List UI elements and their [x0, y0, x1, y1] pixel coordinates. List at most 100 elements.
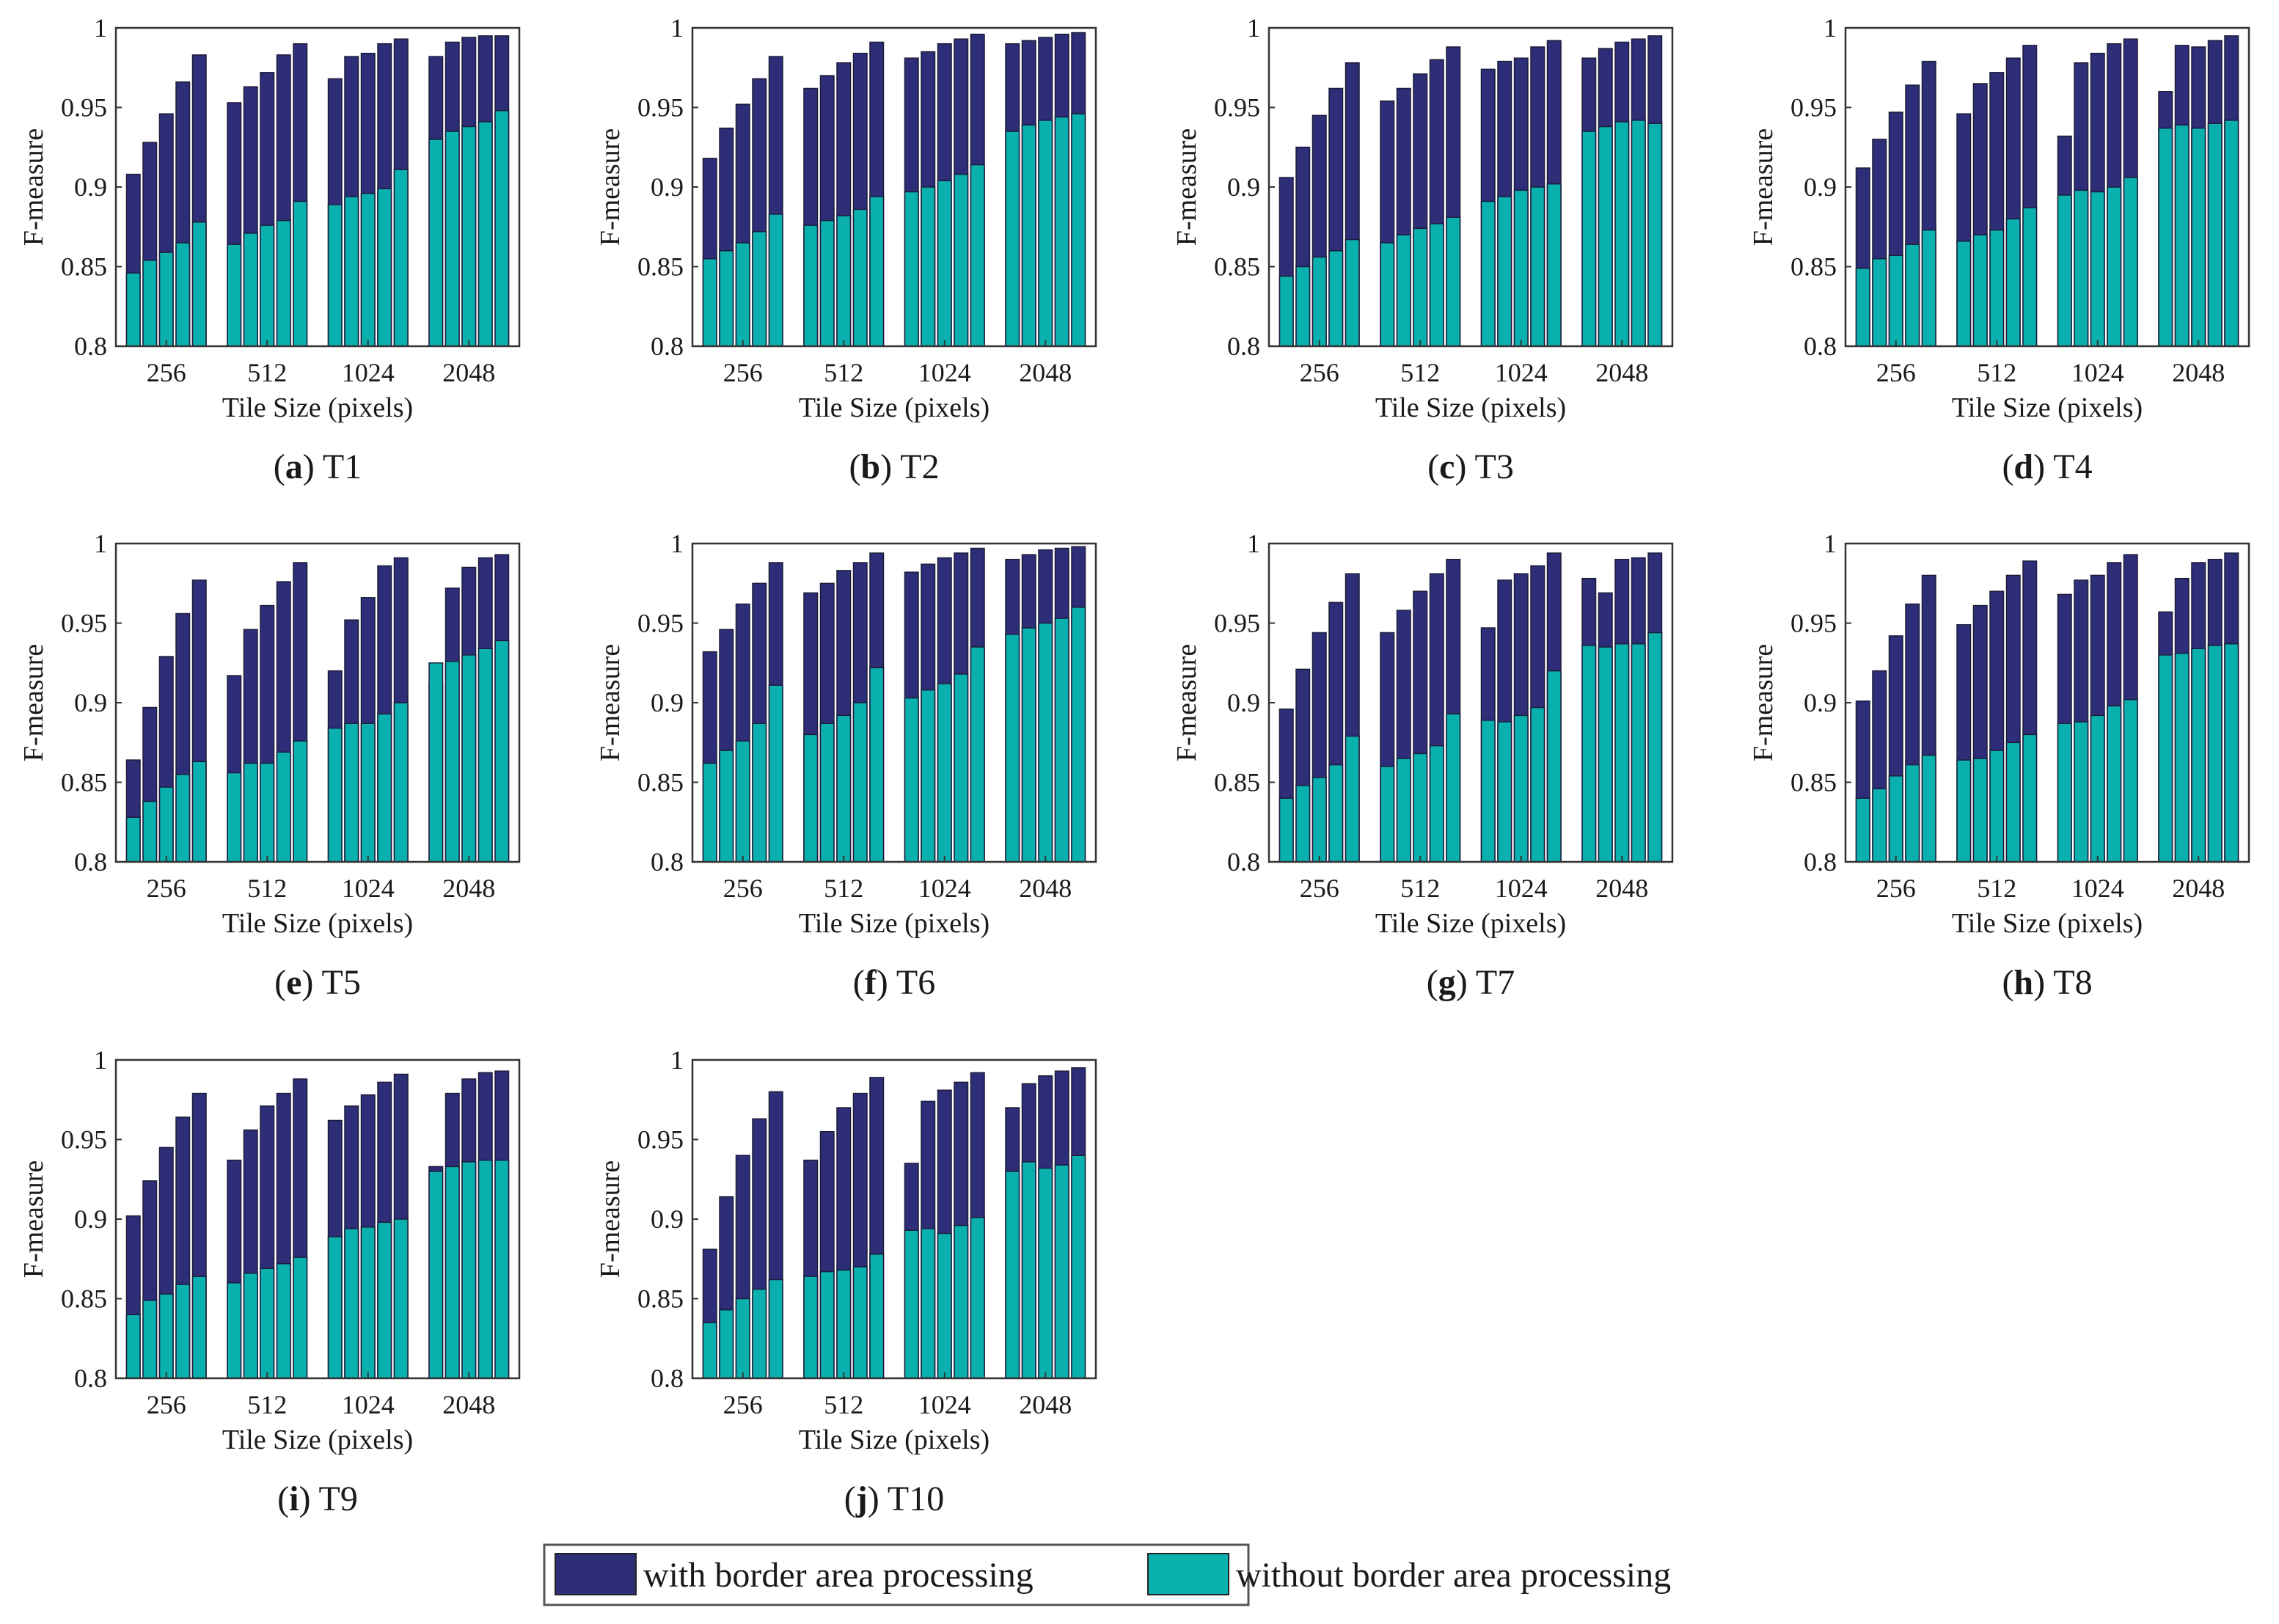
- y-tick-label: 0.9: [74, 688, 107, 717]
- bar-without-border-1024-3: [360, 1226, 376, 1379]
- y-tick-label: 1: [1247, 529, 1260, 558]
- bar-without-border-1024-5: [970, 164, 985, 347]
- bar-without-border-512-2: [1396, 758, 1411, 863]
- bar-without-border-256-4: [1905, 764, 1920, 863]
- y-tick-label: 0.9: [651, 172, 684, 202]
- bar-without-border-256-5: [1921, 754, 1936, 863]
- bar-without-border-1024-4: [377, 713, 392, 863]
- y-axis-label: F-measure: [1748, 128, 1779, 246]
- bar-without-border-1024-1: [327, 204, 343, 347]
- bar-without-border-256-2: [719, 250, 734, 347]
- bar-without-border-256-2: [142, 800, 158, 863]
- x-tick-label: 2048: [1595, 874, 1648, 903]
- bar-without-border-2048-1: [1005, 633, 1020, 863]
- bar-without-border-2048-5: [1647, 122, 1663, 347]
- bar-without-border-256-4: [1328, 250, 1344, 347]
- bar-without-border-256-4: [752, 231, 767, 347]
- bar-without-border-512-4: [852, 702, 868, 863]
- bar-without-border-2048-5: [1071, 1155, 1086, 1379]
- y-tick-label: 1: [670, 13, 684, 43]
- bar-without-border-256-3: [735, 242, 750, 347]
- x-tick-label: 1024: [2071, 874, 2124, 903]
- bar-without-border-512-2: [819, 723, 835, 863]
- y-tick-label: 0.8: [1804, 847, 1837, 877]
- bar-without-border-1024-4: [954, 1224, 969, 1379]
- y-tick-label: 0.85: [1790, 768, 1837, 797]
- bar-without-border-1024-5: [393, 169, 409, 347]
- bar-without-border-1024-1: [327, 727, 343, 863]
- bar-without-border-2048-3: [1038, 622, 1053, 863]
- bar-without-border-1024-3: [937, 1232, 952, 1379]
- bar-without-border-2048-1: [1581, 645, 1597, 863]
- bar-without-border-512-4: [2005, 742, 2021, 863]
- bar-without-border-1024-4: [2107, 705, 2122, 863]
- bar-without-border-512-1: [1380, 766, 1395, 863]
- bar-without-border-2048-3: [1614, 121, 1630, 347]
- x-tick-label: 512: [824, 1390, 863, 1419]
- bar-without-border-1024-4: [954, 173, 969, 347]
- x-axis-label: Tile Size (pixels): [799, 392, 989, 423]
- y-axis-label: F-measure: [595, 128, 626, 246]
- bar-without-border-512-1: [1956, 759, 1972, 863]
- x-tick-label: 512: [824, 874, 863, 903]
- bar-without-border-1024-5: [2123, 698, 2138, 863]
- bar-without-border-512-4: [276, 219, 291, 347]
- x-tick-label: 256: [147, 874, 186, 903]
- y-tick-label: 0.9: [74, 1204, 107, 1234]
- bar-without-border-2048-2: [1598, 646, 1613, 863]
- x-tick-label: 1024: [342, 874, 395, 903]
- bar-without-border-2048-4: [1054, 116, 1069, 347]
- bar-without-border-512-1: [1380, 242, 1395, 347]
- y-tick-label: 1: [94, 529, 107, 558]
- bar-without-border-2048-2: [2174, 124, 2190, 347]
- bar-without-border-512-3: [260, 1268, 275, 1379]
- x-tick-label: 2048: [442, 358, 495, 387]
- bar-without-border-2048-4: [478, 1159, 493, 1379]
- bar-without-border-1024-2: [2074, 189, 2089, 347]
- bar-without-border-1024-3: [1513, 189, 1529, 347]
- bar-without-border-1024-4: [377, 1221, 392, 1379]
- x-tick-label: 2048: [1019, 1390, 1072, 1419]
- x-tick-label: 256: [147, 358, 186, 387]
- subplot-T8: 256 512 1024 2048 0.8 0.85 0.9 0.95 1 F-measure Ti…: [1748, 529, 2250, 1002]
- y-tick-label: 0.8: [74, 1364, 107, 1393]
- bar-without-border-256-2: [1872, 788, 1887, 863]
- y-tick-label: 0.85: [61, 1284, 107, 1314]
- bar-without-border-2048-1: [1005, 131, 1020, 347]
- bar-without-border-2048-4: [478, 648, 493, 863]
- bar-without-border-256-1: [125, 272, 141, 347]
- legend-label-without-border-processing: without border area processing: [1236, 1556, 1671, 1595]
- y-tick-label: 0.85: [61, 768, 107, 797]
- bar-without-border-2048-5: [494, 110, 510, 347]
- bar-without-border-256-1: [1855, 267, 1870, 347]
- y-tick-label: 1: [94, 13, 107, 43]
- x-tick-label: 512: [1977, 358, 2016, 387]
- x-tick-label: 2048: [442, 874, 495, 903]
- bar-without-border-512-3: [836, 714, 852, 863]
- bar-without-border-512-4: [852, 208, 868, 347]
- x-tick-label: 1024: [2071, 358, 2124, 387]
- y-tick-label: 1: [1823, 13, 1837, 43]
- x-tick-label: 256: [723, 358, 763, 387]
- bar-without-border-1024-1: [904, 1229, 919, 1379]
- bar-without-border-512-1: [803, 734, 819, 863]
- bar-without-border-2048-1: [2158, 654, 2173, 863]
- x-tick-label: 256: [1300, 358, 1339, 387]
- bar-without-border-512-5: [869, 1253, 885, 1379]
- bar-without-border-2048-1: [428, 1171, 444, 1379]
- x-tick-label: 2048: [2172, 874, 2225, 903]
- subplot-caption: (f) T6: [853, 963, 935, 1002]
- bar-without-border-256-1: [1855, 797, 1870, 863]
- y-tick-label: 0.8: [651, 847, 684, 877]
- bar-without-border-512-2: [1396, 234, 1411, 347]
- subplot-T2: 256 512 1024 2048 0.8 0.85 0.9 0.95 1 F-measure Ti…: [595, 13, 1097, 486]
- y-tick-label: 0.85: [61, 252, 107, 282]
- bar-without-border-1024-5: [2123, 177, 2138, 347]
- x-axis-label: Tile Size (pixels): [1375, 392, 1566, 423]
- y-tick-label: 0.8: [74, 332, 107, 361]
- legend: with border area processing without bord…: [543, 1543, 1671, 1606]
- y-axis-label: F-measure: [18, 128, 49, 246]
- subplot-T5: 256 512 1024 2048 0.8 0.85 0.9 0.95 1 F-measure Ti…: [18, 529, 521, 1002]
- y-tick-label: 0.95: [1214, 609, 1260, 638]
- subplot-T9: 256 512 1024 2048 0.8 0.85 0.9 0.95 1 F-measure Ti…: [18, 1045, 521, 1518]
